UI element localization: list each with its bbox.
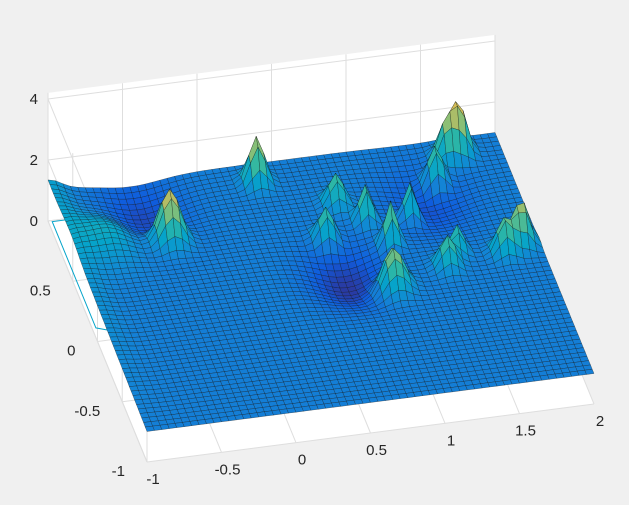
x-tick-label: 0.5 <box>366 442 387 459</box>
x-tick-label: 0 <box>298 452 306 469</box>
x-tick-label: 1.5 <box>515 423 536 440</box>
surface-mesh <box>47 101 595 432</box>
grid-line <box>47 101 496 161</box>
z-tick-label: 4 <box>30 91 38 108</box>
y-tick-label: 0 <box>67 343 75 360</box>
grid-line <box>47 40 496 100</box>
x-tick-label: -0.5 <box>215 461 241 478</box>
grid-line <box>47 220 148 463</box>
grid-line <box>146 403 595 463</box>
z-tick-label: 0 <box>30 213 38 230</box>
y-tick-label: -0.5 <box>74 403 100 420</box>
surface-face <box>536 251 547 259</box>
x-tick-label: -1 <box>146 471 159 488</box>
z-tick-label: 2 <box>30 152 38 169</box>
y-tick-label: 0.5 <box>30 282 51 299</box>
tick-labels: -1 -0.5 0 0.5 1 1.5 2 -1 -0.5 0 0.5 0 2 4 <box>30 91 605 488</box>
x-tick-label: 1 <box>447 432 455 449</box>
surface-face <box>584 369 595 375</box>
x-tick-label: 2 <box>596 413 604 430</box>
y-tick-label: -1 <box>112 463 125 480</box>
